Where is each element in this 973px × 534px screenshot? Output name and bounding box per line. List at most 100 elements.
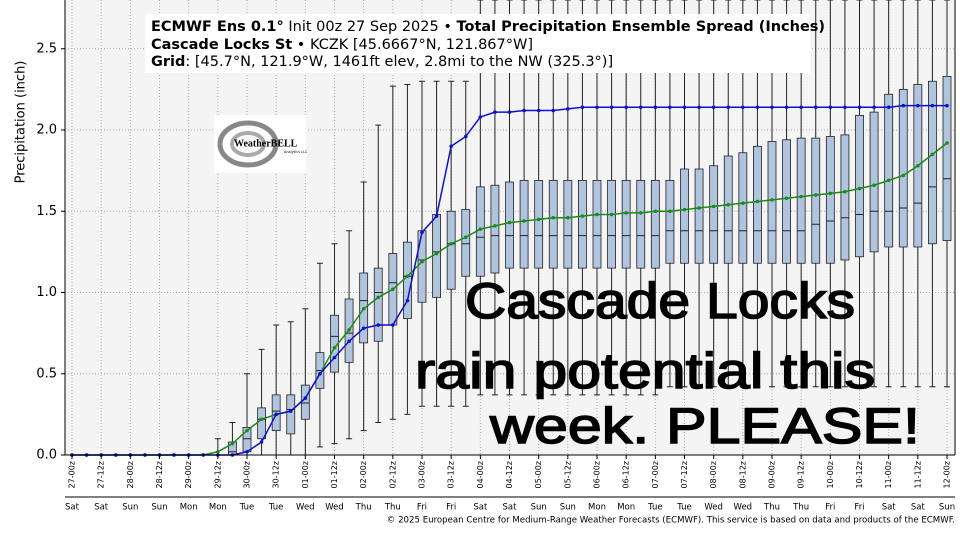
series-point xyxy=(770,105,774,110)
box xyxy=(257,407,266,440)
logo-sub: Analytics LLC xyxy=(284,150,308,154)
grid-label: Grid xyxy=(151,54,185,70)
series-point xyxy=(361,306,366,311)
box xyxy=(286,394,296,435)
x-tick-label: 09-00z xyxy=(768,461,777,488)
x-day-label: Fri xyxy=(825,503,835,513)
series-point xyxy=(303,396,308,400)
box xyxy=(548,179,558,269)
series-point xyxy=(755,105,760,110)
series-point xyxy=(653,209,658,214)
box xyxy=(650,179,660,269)
station-name: Cascade Locks St xyxy=(151,37,292,53)
box xyxy=(680,168,689,264)
series-point xyxy=(726,202,731,207)
series-point xyxy=(245,428,249,433)
x-day-label: Sun xyxy=(939,503,955,513)
x-day-label: Sat xyxy=(911,503,926,513)
series-point xyxy=(784,196,789,201)
x-tick-label: 12-00z xyxy=(943,461,952,488)
box xyxy=(738,152,748,264)
series-point xyxy=(930,103,935,108)
box xyxy=(534,179,544,269)
x-day-label: Fri xyxy=(854,503,864,513)
series-point xyxy=(857,186,862,191)
title-product: Total Precipitation Ensemble Spread (Inc… xyxy=(457,19,826,35)
box xyxy=(300,384,310,420)
series-point xyxy=(886,105,891,110)
series-point xyxy=(624,211,628,215)
box xyxy=(446,210,456,290)
x-tick-label: 11-00z xyxy=(884,461,893,488)
x-tick-label: 10-00z xyxy=(826,461,835,488)
grid-point: Grid: [45.7°N, 121.9°W, 1461ft elev, 2.8… xyxy=(151,54,613,70)
box xyxy=(709,165,719,264)
series-point xyxy=(945,103,949,108)
series-point xyxy=(332,355,337,360)
series-point xyxy=(493,224,497,228)
series-point xyxy=(332,345,337,350)
y-tick-label: 0.0 xyxy=(36,448,57,463)
series-point xyxy=(711,105,716,110)
series-point xyxy=(886,178,891,183)
series-point xyxy=(872,105,876,110)
series-point xyxy=(653,105,658,110)
series-point xyxy=(507,220,512,225)
series-point xyxy=(813,193,818,197)
series-point xyxy=(711,204,716,209)
series-point xyxy=(566,107,570,111)
y-tick-label: 1.5 xyxy=(36,204,57,219)
x-tick-label: 03-00z xyxy=(418,461,427,488)
x-day-label: Sat xyxy=(882,503,897,513)
series-point xyxy=(770,198,774,202)
x-day-label: Thu xyxy=(792,503,809,513)
series-point xyxy=(259,417,264,422)
x-tick-label: 02-12z xyxy=(388,461,397,488)
series-point xyxy=(405,298,410,303)
series-point xyxy=(347,339,351,344)
x-tick-label: 05-12z xyxy=(563,461,572,488)
station-info: • KCZK [45.6667°N, 121.867°W] xyxy=(292,37,533,53)
logo-name: WeatherBELL xyxy=(234,138,298,149)
series-point xyxy=(668,209,672,214)
x-day-label: Tue xyxy=(647,503,663,513)
series-point xyxy=(493,110,497,114)
x-day-label: Wed xyxy=(325,503,344,513)
x-day-label: Fri xyxy=(446,503,456,513)
series-point xyxy=(478,115,483,119)
series-point xyxy=(478,227,483,231)
y-tick-label: 1.0 xyxy=(36,285,57,300)
series-point xyxy=(522,219,526,223)
title: ECMWF Ens 0.1° Init 00z 27 Sep 2025 • To… xyxy=(151,19,825,35)
series-point xyxy=(376,323,381,327)
x-tick-label: 01-00z xyxy=(301,461,310,488)
annotation: Cascade Locks rain potential this week. … xyxy=(414,272,921,455)
series-point xyxy=(580,105,585,110)
x-tick-label: 29-00z xyxy=(184,461,193,488)
series-point xyxy=(843,189,847,194)
series-point xyxy=(463,235,468,240)
series-point xyxy=(813,105,818,110)
box xyxy=(505,181,514,269)
logo: WeatherBELL Analytics LLC xyxy=(214,115,308,173)
x-day-label: Mon xyxy=(617,503,635,513)
series-point xyxy=(930,152,935,157)
series-point xyxy=(595,212,599,217)
series-point xyxy=(799,105,803,110)
y-tick-label: 0.5 xyxy=(36,366,57,381)
x-day-label: Mon xyxy=(588,503,606,513)
series-point xyxy=(755,199,760,204)
x-day-label: Sat xyxy=(94,503,109,513)
title-init: Init 00z 27 Sep 2025 • xyxy=(284,19,457,35)
series-point xyxy=(624,105,628,110)
x-day-label: Sun xyxy=(531,503,547,513)
series-point xyxy=(697,206,701,210)
x-day-label: Tue xyxy=(239,503,255,513)
x-tick-label: 28-12z xyxy=(155,461,164,488)
box xyxy=(825,136,835,264)
x-day-label: Thu xyxy=(763,503,780,513)
annotation-line: rain potential this xyxy=(415,343,875,399)
x-tick-label: 28-00z xyxy=(126,461,135,488)
box xyxy=(607,179,616,269)
